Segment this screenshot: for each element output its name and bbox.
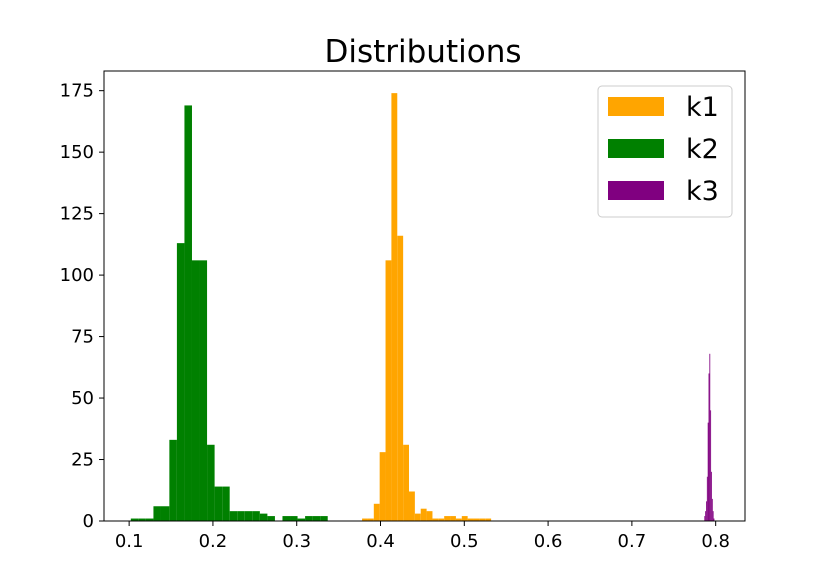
bar-k2-15 bbox=[244, 511, 253, 521]
bar-k2-7 bbox=[184, 105, 192, 522]
bar-k2-9 bbox=[199, 260, 208, 521]
y-tick-label: 0 bbox=[83, 511, 94, 532]
legend-swatch-k3 bbox=[608, 181, 664, 200]
bar-k1-2 bbox=[373, 503, 380, 521]
bar-k1-18 bbox=[467, 518, 474, 521]
bar-k1-16 bbox=[455, 518, 462, 521]
bar-k1-19 bbox=[473, 518, 480, 521]
bar-k2-18 bbox=[267, 516, 275, 521]
y-tick-label: 175 bbox=[60, 81, 94, 102]
bar-k2-10 bbox=[207, 444, 215, 521]
bar-k3-1 bbox=[705, 511, 707, 521]
bar-k2-13 bbox=[229, 511, 238, 521]
bar-k3-3 bbox=[706, 476, 708, 521]
y-tick-label: 100 bbox=[60, 265, 94, 286]
x-tick-label: 0.5 bbox=[450, 531, 479, 552]
bar-k1-8 bbox=[409, 491, 415, 521]
bar-k2-3 bbox=[153, 506, 161, 521]
bar-k1-14 bbox=[444, 516, 451, 521]
bar-k2-19 bbox=[282, 516, 291, 521]
bar-k1-12 bbox=[432, 518, 439, 521]
bar-k3-10 bbox=[712, 511, 714, 521]
y-tick-label: 125 bbox=[60, 204, 94, 225]
bar-k1-21 bbox=[485, 518, 492, 521]
y-tick-label: 50 bbox=[71, 388, 94, 409]
bar-k1-10 bbox=[420, 508, 427, 521]
bar-k1-9 bbox=[414, 513, 421, 521]
bar-k1-4 bbox=[385, 260, 392, 521]
bar-k3-7 bbox=[710, 410, 712, 521]
bar-k1-6 bbox=[397, 235, 404, 521]
bar-k2-4 bbox=[160, 506, 170, 521]
bar-k2-23 bbox=[312, 516, 321, 521]
bar-k1-11 bbox=[426, 511, 433, 521]
bar-k3-4 bbox=[707, 422, 709, 521]
plot-area-frame bbox=[103, 70, 746, 522]
legend-swatch-k1 bbox=[608, 97, 664, 116]
bar-k2-12 bbox=[222, 486, 230, 521]
bar-k3-11 bbox=[713, 518, 715, 521]
legend-label-k3: k3 bbox=[686, 176, 719, 207]
bar-k1-0 bbox=[362, 518, 368, 521]
bar-k2-5 bbox=[169, 439, 177, 521]
x-tick-label: 0.3 bbox=[282, 531, 311, 552]
y-tick-label: 25 bbox=[71, 450, 94, 471]
bar-k3-2 bbox=[706, 501, 707, 521]
y-axis: 0 25 50 75 100 125 150 175 bbox=[60, 81, 104, 532]
x-tick-label: 0.6 bbox=[534, 531, 563, 552]
bar-k2-2 bbox=[145, 518, 154, 521]
bar-k3-8 bbox=[711, 471, 712, 521]
bar-k1-7 bbox=[403, 444, 409, 521]
bar-k2-22 bbox=[305, 516, 313, 521]
x-tick-label: 0.4 bbox=[366, 531, 395, 552]
bar-k2-8 bbox=[191, 260, 200, 521]
bar-k3-9 bbox=[711, 498, 713, 521]
bar-k2-24 bbox=[320, 516, 328, 521]
legend: k1 k2 k3 bbox=[597, 85, 733, 218]
legend-swatch-k2 bbox=[608, 139, 664, 158]
bar-k2-6 bbox=[176, 243, 185, 521]
histogram-bars bbox=[130, 93, 715, 522]
x-tick-label: 0.7 bbox=[618, 531, 647, 552]
y-tick-label: 150 bbox=[60, 142, 94, 163]
bar-k2-14 bbox=[237, 511, 245, 521]
bar-k3-6 bbox=[709, 353, 711, 521]
bar-k2-0 bbox=[130, 518, 139, 521]
bar-k1-13 bbox=[438, 518, 445, 521]
bar-k3-5 bbox=[708, 373, 710, 521]
bar-k2-21 bbox=[297, 518, 306, 521]
bar-k1-1 bbox=[367, 518, 374, 521]
x-tick-label: 0.2 bbox=[199, 531, 228, 552]
legend-label-k2: k2 bbox=[686, 134, 719, 165]
x-tick-label: 0.8 bbox=[701, 531, 730, 552]
bar-k2-11 bbox=[214, 486, 223, 521]
x-axis: 0.1 0.2 0.3 0.4 0.5 0.6 0.7 0.8 bbox=[115, 521, 730, 552]
bar-k1-3 bbox=[379, 452, 386, 521]
chart-title: Distributions bbox=[324, 34, 521, 70]
y-tick-label: 75 bbox=[71, 327, 94, 348]
bar-k1-20 bbox=[479, 518, 486, 521]
bar-k1-15 bbox=[450, 516, 456, 521]
bar-k2-16 bbox=[252, 511, 260, 521]
bar-k2-20 bbox=[290, 516, 298, 521]
bar-k1-17 bbox=[461, 516, 468, 521]
bar-k3-0 bbox=[704, 516, 706, 521]
bar-k2-17 bbox=[259, 513, 268, 521]
legend-label-k1: k1 bbox=[686, 92, 719, 123]
x-tick-label: 0.1 bbox=[115, 531, 144, 552]
bar-k2-1 bbox=[138, 518, 146, 521]
bar-k1-5 bbox=[391, 93, 398, 521]
